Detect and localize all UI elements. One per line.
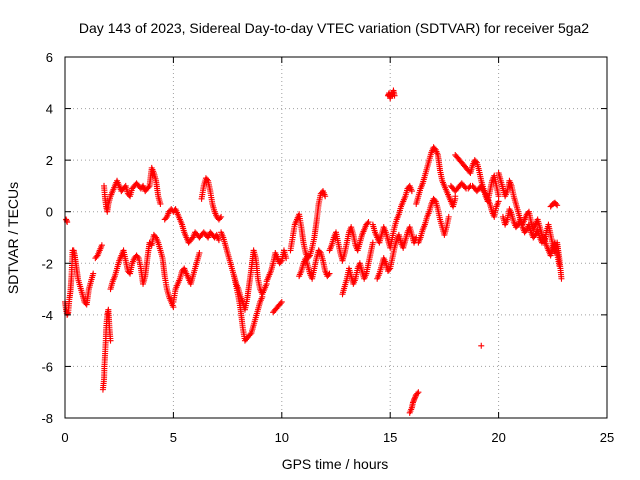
data-point [481, 189, 488, 196]
y-tick-label: -2 [41, 256, 53, 271]
data-point [247, 331, 254, 338]
axis-ticks: 0 5 10 15 20 25 -8 -6 -4 -2 0 2 4 6 [41, 50, 614, 445]
plot-frame [64, 56, 608, 419]
data-point [553, 200, 560, 207]
data-point [157, 200, 164, 207]
data-point [554, 202, 561, 209]
data-point [325, 271, 332, 278]
data-point [93, 253, 100, 260]
data-point [558, 275, 565, 282]
y-tick-label: -4 [41, 308, 53, 323]
y-tick-label: -8 [41, 411, 53, 426]
data-point [414, 390, 421, 397]
data-point [556, 262, 563, 269]
data-point [431, 197, 438, 204]
data-point [278, 298, 285, 305]
data-point [365, 219, 372, 226]
chart-title: Day 143 of 2023, Sidereal Day-to-day VTE… [79, 20, 589, 36]
x-tick-label: 10 [275, 430, 289, 445]
data-point [478, 342, 485, 349]
data-point [445, 213, 452, 220]
data-point [277, 258, 284, 265]
data-point [495, 193, 502, 200]
x-tick-label: 20 [491, 430, 505, 445]
data-point [277, 300, 284, 307]
data-point [151, 233, 158, 240]
data-point [218, 213, 225, 220]
data-point [215, 237, 222, 244]
data-point [305, 253, 312, 260]
data-point [369, 239, 376, 246]
data-point [495, 198, 502, 205]
x-tick-label: 0 [61, 430, 68, 445]
x-axis-label: GPS time / hours [282, 456, 389, 472]
data-point [531, 233, 538, 240]
data-point [415, 389, 422, 396]
data-point [145, 184, 152, 191]
data-point [107, 337, 114, 344]
x-tick-label: 25 [600, 430, 614, 445]
data-point [514, 222, 521, 229]
data-point [431, 145, 438, 152]
data-point [522, 228, 529, 235]
data-point [316, 248, 323, 255]
data-point [322, 193, 329, 200]
data-point [170, 304, 177, 311]
data-point [408, 188, 415, 195]
data-point [188, 235, 195, 242]
data-point [452, 193, 459, 200]
data-point [391, 92, 398, 99]
data-point [283, 255, 290, 262]
data-point [472, 158, 479, 165]
data-point [217, 215, 224, 222]
x-tick-label: 5 [170, 430, 177, 445]
y-tick-label: -6 [41, 359, 53, 374]
y-tick-label: 2 [46, 153, 53, 168]
data-point [364, 220, 371, 227]
y-tick-label: 0 [46, 205, 53, 220]
y-axis-label: SDTVAR / TECUs [5, 182, 21, 294]
data-point [386, 266, 393, 273]
data-point [326, 270, 333, 277]
x-tick-label: 15 [383, 430, 397, 445]
data-point [134, 253, 141, 260]
data-point [204, 176, 211, 183]
data-point [196, 249, 203, 256]
y-tick-label: 4 [46, 102, 53, 117]
data-point [98, 242, 105, 249]
data-points [62, 87, 565, 416]
data-point [90, 270, 97, 277]
data-point [162, 215, 169, 222]
y-tick-label: 6 [46, 50, 53, 65]
